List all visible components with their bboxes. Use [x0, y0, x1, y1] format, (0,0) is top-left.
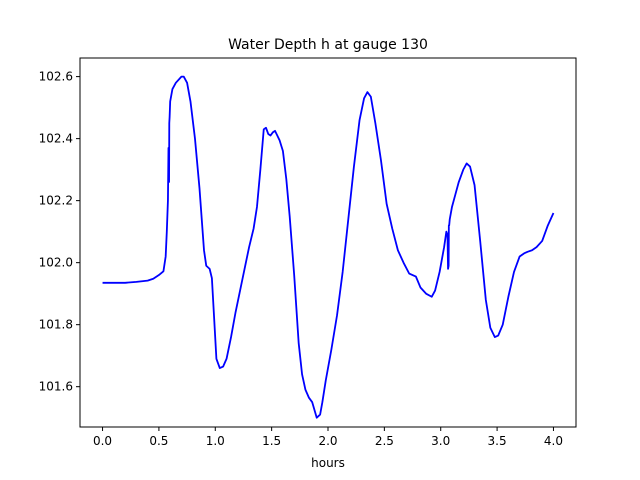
chart-title: Water Depth h at gauge 130 — [228, 37, 428, 53]
x-tick-label: 3.0 — [431, 434, 450, 448]
x-tick-label: 4.0 — [544, 434, 563, 448]
x-axis-label: hours — [311, 456, 345, 470]
x-tick-label: 0.0 — [93, 434, 112, 448]
x-tick-label: 2.0 — [318, 434, 337, 448]
y-tick-label: 101.6 — [39, 380, 73, 394]
x-tick-label: 0.5 — [149, 434, 168, 448]
y-tick-label: 102.0 — [39, 256, 73, 270]
x-tick-label: 2.5 — [375, 434, 394, 448]
y-axis-ticks: 101.6 101.8 102.0 102.2 102.4 102.6 — [39, 70, 80, 394]
x-tick-label: 1.5 — [262, 434, 281, 448]
x-tick-label: 1.0 — [206, 434, 225, 448]
x-tick-label: 3.5 — [488, 434, 507, 448]
y-tick-label: 102.2 — [39, 194, 73, 208]
y-tick-label: 101.8 — [39, 318, 73, 332]
x-axis-ticks: 0.0 0.5 1.0 1.5 2.0 2.5 3.0 3.5 4.0 — [93, 427, 563, 448]
series-line — [102, 75, 555, 419]
y-tick-label: 102.6 — [39, 70, 73, 84]
y-tick-label: 102.4 — [39, 132, 73, 146]
